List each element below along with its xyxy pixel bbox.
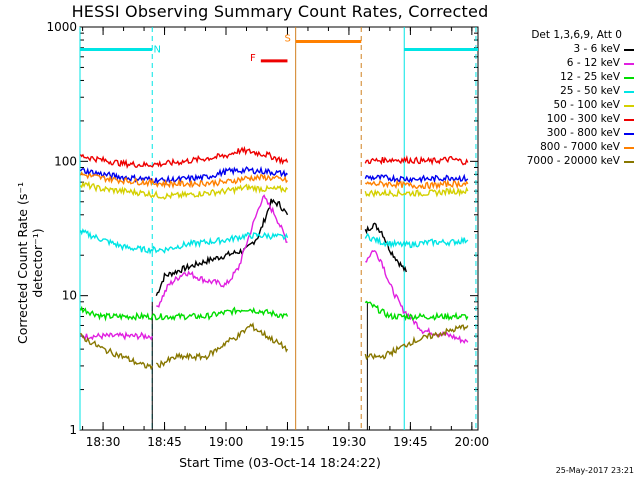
series-line-8	[79, 171, 289, 190]
series-line-3	[79, 305, 289, 322]
legend-entry-label: 25 - 50 keV	[560, 85, 620, 97]
legend-swatch	[624, 49, 634, 51]
series-line-1	[364, 222, 407, 273]
legend-entry: 25 - 50 keV	[488, 84, 634, 98]
series-line-4	[364, 232, 469, 250]
x-tick-label: 19:00	[209, 435, 244, 449]
legend-entry-label: 300 - 800 keV	[546, 127, 620, 139]
legend-swatch	[624, 63, 634, 65]
series-line-2	[156, 194, 288, 308]
y-tick-label: 1000	[46, 20, 77, 34]
series-line-3	[364, 300, 469, 322]
series-line-4	[79, 228, 289, 255]
legend: Det 1,3,6,9, Att 0 3 - 6 keV 6 - 12 keV 12…	[488, 28, 634, 168]
series-line-2	[80, 331, 153, 341]
chart-title: HESSI Observing Summary Count Rates, Cor…	[71, 2, 489, 21]
status-flag-label: F	[250, 53, 256, 64]
legend-entry-label: 800 - 7000 keV	[540, 141, 620, 153]
legend-swatch	[624, 147, 634, 149]
series-line-7	[79, 165, 288, 185]
legend-swatch	[624, 105, 634, 107]
legend-entry: 100 - 300 keV	[488, 112, 634, 126]
x-tick-label: 19:30	[332, 435, 367, 449]
x-tick-label: 18:30	[86, 435, 121, 449]
generation-timestamp: 25-May-2017 23:21	[555, 466, 634, 475]
legend-entry: 50 - 100 keV	[488, 98, 634, 112]
legend-swatch	[624, 77, 634, 79]
legend-swatch	[624, 91, 634, 93]
series-line-9	[364, 324, 469, 361]
series-line-6	[364, 154, 469, 166]
series-line-7	[364, 173, 469, 184]
legend-entry-label: 6 - 12 keV	[566, 57, 620, 69]
y-tick-label: 1	[69, 423, 77, 437]
x-tick-label: 19:15	[270, 435, 305, 449]
x-axis-label: Start Time (03-Oct-14 18:24:22)	[179, 455, 381, 470]
plot-frame	[79, 26, 479, 431]
legend-swatch	[624, 119, 634, 121]
legend-entry: 7000 - 20000 keV	[488, 154, 634, 168]
legend-entry: 800 - 7000 keV	[488, 140, 634, 154]
x-tick-label: 20:00	[455, 435, 490, 449]
status-flag-label: S	[284, 33, 290, 44]
y-tick-label: 10	[62, 289, 77, 303]
legend-entry: 12 - 25 keV	[488, 70, 634, 84]
series-line-5	[364, 186, 469, 198]
series-line-1	[155, 198, 289, 296]
series-line-8	[364, 178, 469, 191]
series-line-5	[79, 180, 288, 200]
y-tick-label: 100	[54, 154, 77, 168]
series-line-2	[365, 249, 469, 345]
series-line-9	[80, 332, 153, 371]
legend-entry: 3 - 6 keV	[488, 42, 634, 56]
legend-entry-label: 12 - 25 keV	[560, 71, 620, 83]
legend-entry-label: 50 - 100 keV	[553, 99, 620, 111]
legend-entry-label: 100 - 300 keV	[546, 113, 620, 125]
status-flag-label: N	[154, 44, 161, 55]
x-tick-label: 19:45	[393, 435, 428, 449]
legend-swatch	[624, 161, 634, 163]
legend-entry: 6 - 12 keV	[488, 56, 634, 70]
legend-header: Det 1,3,6,9, Att 0	[531, 29, 622, 41]
legend-swatch	[624, 133, 634, 135]
y-axis-label: Corrected Count Rate (s⁻¹ detector⁻¹)	[15, 182, 45, 344]
series-line-9	[155, 322, 289, 369]
legend-entry-label: 3 - 6 keV	[573, 43, 620, 55]
series-line-6	[79, 145, 289, 170]
legend-entry: 300 - 800 keV	[488, 126, 634, 140]
legend-entry-label: 7000 - 20000 keV	[526, 155, 620, 167]
x-tick-label: 18:45	[147, 435, 182, 449]
